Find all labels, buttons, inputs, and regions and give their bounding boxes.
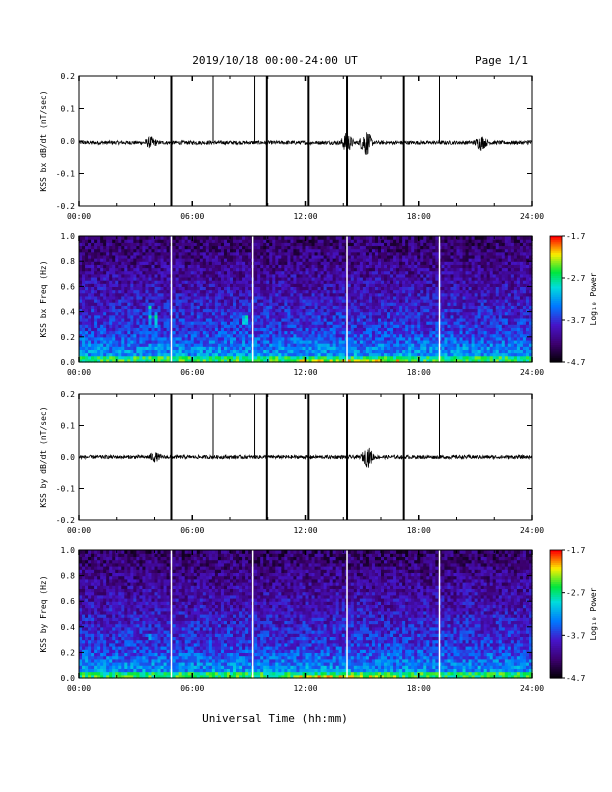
panel-4: 1.0 0.8 0.6 0.4 0.2 0.0 -1.7 -2.7 -3.7 -4.7 Log₁₀ … <box>39 546 598 693</box>
x-tick-label: 06:00 <box>180 212 204 221</box>
figure-title: 2019/10/18 00:00-24:00 UT <box>192 54 358 67</box>
y-tick-label: 0.0 <box>61 453 76 462</box>
panel-3: 0.2 0.1 0.0 -0.1 -0.200:00 06:00 12:00 18:00 24:… <box>39 390 544 535</box>
x-tick-label: 06:00 <box>180 526 204 535</box>
y-tick-label: 0.6 <box>61 597 76 606</box>
colorbar-tick-label: -3.7 <box>566 631 585 640</box>
y-axis-label: KSS bx Freq (Hz) <box>39 260 48 337</box>
x-tick-label: 18:00 <box>407 684 431 693</box>
colorbar-tick-label: -2.7 <box>566 589 585 598</box>
colorbar: -1.7 -2.7 -3.7 -4.7 Log₁₀ Power <box>549 546 598 683</box>
y-tick-label: 0.2 <box>61 72 76 81</box>
x-tick-label: 00:00 <box>67 368 91 377</box>
colorbar-tick-label: -3.7 <box>566 316 585 325</box>
x-tick-label: 24:00 <box>520 526 544 535</box>
colorbar-tick-label: -1.7 <box>566 232 585 241</box>
signal-trace <box>78 447 533 468</box>
x-tick-label: 12:00 <box>293 368 317 377</box>
x-tick-label: 12:00 <box>293 212 317 221</box>
panel-1: 0.2 0.1 0.0 -0.1 -0.200:00 06:00 12:00 18:00 24:… <box>39 72 544 221</box>
y-tick-label: 1.0 <box>61 546 76 555</box>
y-tick-label: 0.0 <box>61 674 76 683</box>
x-tick-label: 12:00 <box>293 684 317 693</box>
colorbar-tick-label: -4.7 <box>566 358 585 367</box>
y-tick-label: 0.0 <box>61 137 76 146</box>
y-tick-label: 0.2 <box>61 333 76 342</box>
colorbar: -1.7 -2.7 -3.7 -4.7 Log₁₀ Power <box>549 232 598 367</box>
x-tick-label: 24:00 <box>520 368 544 377</box>
y-tick-label: 0.4 <box>61 623 76 632</box>
page-indicator: Page 1/1 <box>475 54 528 67</box>
x-tick-label: 24:00 <box>520 684 544 693</box>
colorbar-frame <box>549 549 563 679</box>
y-axis-label: KSS bx dB/dt (nT/sec) <box>39 90 48 191</box>
x-tick-label: 18:00 <box>407 526 431 535</box>
signal-trace <box>78 132 533 155</box>
y-tick-label: 1.0 <box>61 232 76 241</box>
colorbar-frame <box>549 235 563 363</box>
y-axis-label: KSS by dB/dt (nT/sec) <box>39 406 48 507</box>
x-tick-label: 18:00 <box>407 212 431 221</box>
y-axis-label: KSS by Freq (Hz) <box>39 575 48 652</box>
y-tick-label: 0.2 <box>61 648 76 657</box>
y-tick-label: 0.8 <box>61 257 76 266</box>
y-tick-label: 0.8 <box>61 572 76 581</box>
panels: 0.20.10.0-0.1-0.200:00 06:00 12:00 18:00 24:… <box>39 72 598 693</box>
x-tick-label: 00:00 <box>67 212 91 221</box>
x-tick-label: 00:00 <box>67 684 91 693</box>
panel-2: 1.0 0.8 0.6 0.4 0.2 0.0 -1.7 -2.7 -3.7 -4.7 Log₁₀ … <box>39 232 598 377</box>
y-tick-label: -0.2 <box>56 202 75 211</box>
y-tick-label: 0.1 <box>61 105 76 114</box>
colorbar-label: Log₁₀ Power <box>589 587 598 640</box>
y-tick-label: -0.1 <box>56 485 75 494</box>
x-tick-label: 12:00 <box>293 526 317 535</box>
colorbar-tick-label: -1.7 <box>566 546 585 555</box>
y-tick-label: -0.2 <box>56 516 75 525</box>
x-tick-label: 18:00 <box>407 368 431 377</box>
colorbar-tick-label: -4.7 <box>566 674 585 683</box>
colorbar-tick-label: -2.7 <box>566 274 585 283</box>
x-tick-label: 06:00 <box>180 368 204 377</box>
spectrogram <box>79 550 533 679</box>
y-tick-label: 0.6 <box>61 282 76 291</box>
y-tick-label: 0.4 <box>61 308 76 317</box>
colorbar-label: Log₁₀ Power <box>589 272 598 325</box>
x-tick-label: 06:00 <box>180 684 204 693</box>
y-tick-label: 0.2 <box>61 390 76 399</box>
y-tick-label: 0.1 <box>61 422 76 431</box>
x-axis-label: Universal Time (hh:mm) <box>202 712 348 725</box>
spectrogram <box>79 236 533 363</box>
y-tick-label: 0.0 <box>61 358 76 367</box>
x-tick-label: 00:00 <box>67 526 91 535</box>
x-tick-label: 24:00 <box>520 212 544 221</box>
y-tick-label: -0.1 <box>56 170 75 179</box>
